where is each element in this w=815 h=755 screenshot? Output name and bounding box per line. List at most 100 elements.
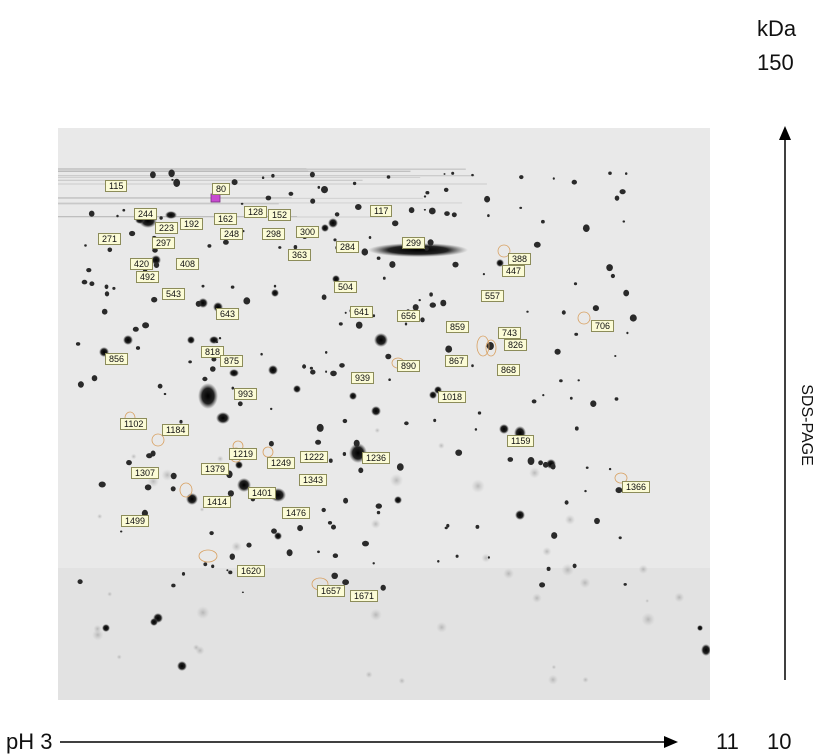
gel-spot	[201, 284, 205, 288]
gel-spot	[328, 458, 333, 463]
gel-spot	[451, 171, 455, 175]
gel-spot	[572, 563, 577, 569]
spot-label-284: 284	[336, 241, 360, 253]
gel-spot	[218, 337, 222, 340]
gel-smudge	[641, 612, 656, 627]
gel-spot	[376, 510, 381, 515]
gel-spot	[590, 400, 597, 408]
spot-label-1184: 1184	[162, 424, 190, 436]
gel-spot	[229, 369, 239, 377]
ph-arrow-head	[664, 736, 678, 748]
gel-spot	[168, 169, 175, 178]
gel-spot	[487, 214, 490, 218]
gel-spot	[420, 317, 425, 323]
gel-spot	[321, 294, 327, 300]
gel-spot	[408, 207, 415, 214]
gel-spot	[112, 286, 116, 290]
gel-spot	[427, 239, 434, 246]
gel-spot	[202, 376, 208, 382]
gel-spot	[123, 335, 133, 345]
detection-outline	[476, 335, 490, 357]
gel-spot	[531, 399, 537, 404]
gel-smudge	[216, 455, 224, 463]
gel-spot	[625, 172, 628, 175]
gel-spot	[332, 553, 339, 558]
spot-label-128: 128	[244, 206, 268, 218]
gel-spot	[342, 418, 348, 424]
gel-spot	[382, 276, 386, 280]
gel-spot	[211, 357, 217, 362]
spot-label-706: 706	[591, 320, 615, 332]
gel-spot	[187, 336, 195, 344]
gel-smudge	[645, 598, 650, 603]
gel-spot	[542, 461, 549, 468]
gel-spot	[316, 423, 324, 432]
gel-spot	[339, 363, 345, 368]
gel-spot	[297, 525, 303, 532]
gel-smudge	[398, 677, 406, 685]
gel-spot	[389, 261, 396, 268]
gel-spot	[288, 191, 294, 196]
gel-spot	[358, 467, 364, 474]
gel-spot	[317, 185, 321, 189]
gel-spot	[697, 625, 703, 631]
gel-spot	[446, 523, 450, 528]
gel-spot	[223, 239, 229, 245]
gel-smudge	[107, 591, 113, 597]
gel-spot	[195, 300, 202, 307]
gel-spot	[455, 554, 459, 558]
gel-spot	[623, 289, 630, 297]
gel-spot	[538, 460, 543, 466]
gel-spot	[177, 661, 187, 671]
mw-unit-label: kDa	[757, 16, 797, 41]
gel-spot	[231, 179, 238, 186]
gel-spot	[404, 322, 408, 326]
gel-spot	[352, 181, 357, 186]
gel-spot	[444, 211, 450, 216]
spot-label-1657: 1657	[317, 585, 346, 597]
gel-smudge	[196, 606, 210, 620]
gel-spot	[455, 449, 463, 456]
gel-spot	[499, 424, 509, 434]
gel-spot	[150, 618, 158, 626]
gel-spot	[98, 481, 106, 488]
gel-spot	[429, 302, 436, 308]
gel-spot	[376, 256, 381, 260]
gel-spot	[278, 246, 282, 249]
gel-smudge	[130, 453, 137, 460]
gel-spot	[150, 171, 156, 179]
gel-spot	[153, 262, 160, 268]
gel-smudge	[582, 676, 589, 683]
gel-spot	[574, 332, 579, 336]
gel-spot	[268, 365, 278, 375]
gel-spot	[623, 583, 627, 586]
spot-label-868: 868	[497, 364, 521, 376]
gel-spot	[437, 560, 440, 563]
gel-spot	[151, 255, 161, 265]
gel-spot	[328, 218, 338, 228]
spot-label-492: 492	[136, 271, 160, 283]
spot-label-1671: 1671	[350, 590, 379, 602]
gel-spot	[701, 644, 710, 656]
gel-spot	[542, 394, 545, 397]
gel-spot	[361, 248, 369, 256]
gel-spot	[486, 342, 494, 350]
gel-spot	[321, 507, 326, 513]
gel-spot	[309, 171, 315, 178]
spot-label-1414: 1414	[203, 496, 232, 508]
gel-spot	[429, 292, 433, 297]
gel-spot	[573, 282, 578, 286]
gel-spot	[594, 517, 600, 525]
gel-spot	[585, 466, 589, 469]
gel-spot	[440, 299, 447, 307]
spot-label-826: 826	[504, 339, 528, 351]
gel-spot	[423, 195, 427, 198]
gel-spot	[527, 457, 535, 465]
gel-spot	[482, 273, 485, 276]
gel-spot	[574, 426, 579, 431]
gel-spot	[550, 463, 556, 470]
highlight-spot	[210, 193, 221, 203]
gel-smudge	[92, 629, 104, 641]
gel-spot	[418, 299, 421, 302]
